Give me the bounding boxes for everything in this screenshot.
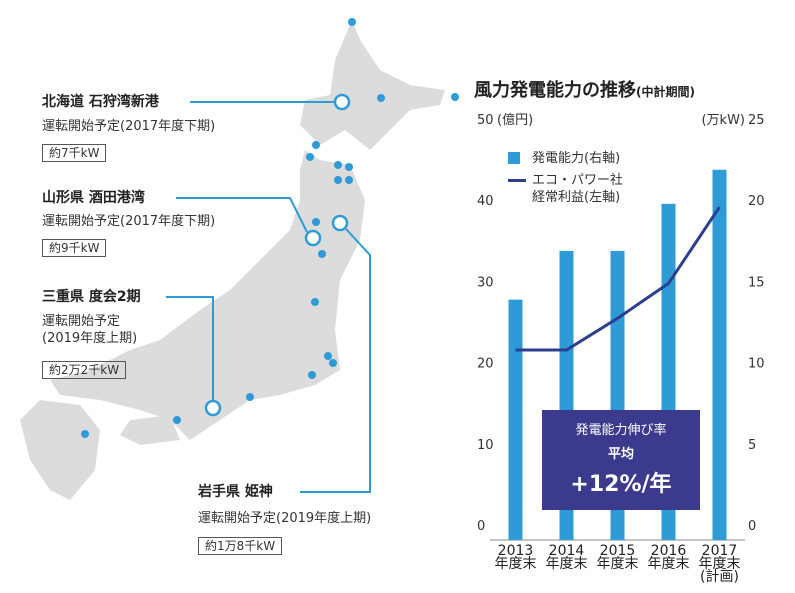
y2-tick-label: 20 [748,194,765,209]
x-tick-label: 2017 年度末 (計画) [698,543,741,585]
y2-axis-label: (万kW) [701,113,745,128]
legend-swatch [508,179,526,182]
annotation-value: +12%/年 [570,472,672,497]
y-tick-label: 40 [477,194,494,209]
annotation-label: 平均 [607,447,634,462]
site-status: 運転開始予定(2019年度上期) [198,511,372,526]
title: 風力発電能力の推移 [474,80,636,101]
map-dots [81,18,459,438]
y-tick-label: 30 [477,275,494,290]
y-axis-label: (億円) [497,112,533,128]
legend-label: 発電能力(右軸) [532,151,621,166]
legend-label: エコ・パワー社 経常利益(左軸) [532,173,624,205]
bar [712,169,727,540]
subtitle: (中計期間) [636,85,695,99]
x-tick-label: 2015 年度末 [596,543,639,572]
x-tick-label: 2014 年度末 [545,543,588,572]
site-status: 運転開始予定(2017年度下期) [42,214,216,229]
legend-swatch [508,152,520,164]
site-capacity: 約7千kW [42,144,107,162]
site-name: 北海道 石狩湾新港 [42,94,159,110]
line [515,206,721,352]
annotation-box [542,410,700,510]
y-tick-label: 20 [477,357,494,372]
y2-tick-label: 15 [748,275,765,290]
site-capacity: 約1万8千kW [198,537,283,555]
site-name: 三重県 度会2期 [42,289,141,305]
callouts [166,101,371,493]
site-markers [204,93,351,417]
y2-tick-label: 25 [748,113,765,128]
y-tick-label: 0 [477,519,485,534]
japan-map [20,20,445,500]
y2-tick-label: 10 [748,357,765,372]
chart-title: 風力発電能力の推移(中計期間) [474,80,695,103]
site-status: 運転開始予定 (2019年度上期) [42,314,138,346]
y2-tick-label: 5 [748,438,756,453]
site-capacity: 約9千kW [42,239,107,257]
bar [508,299,523,540]
y2-tick-label: 0 [748,519,756,534]
site-capacity: 約2万2千kW [42,361,127,379]
y-tick-label: 10 [477,438,494,453]
site-name: 山形県 酒田港湾 [42,190,145,206]
x-tick-label: 2016 年度末 [647,543,690,572]
site-name: 岩手県 姫神 [198,484,273,500]
annotation-title: 発電能力伸び率 [575,423,667,438]
x-tick-label: 2013 年度末 [494,543,537,572]
site-status: 運転開始予定(2017年度下期) [42,119,216,134]
y-tick-label: 50 [477,113,494,128]
